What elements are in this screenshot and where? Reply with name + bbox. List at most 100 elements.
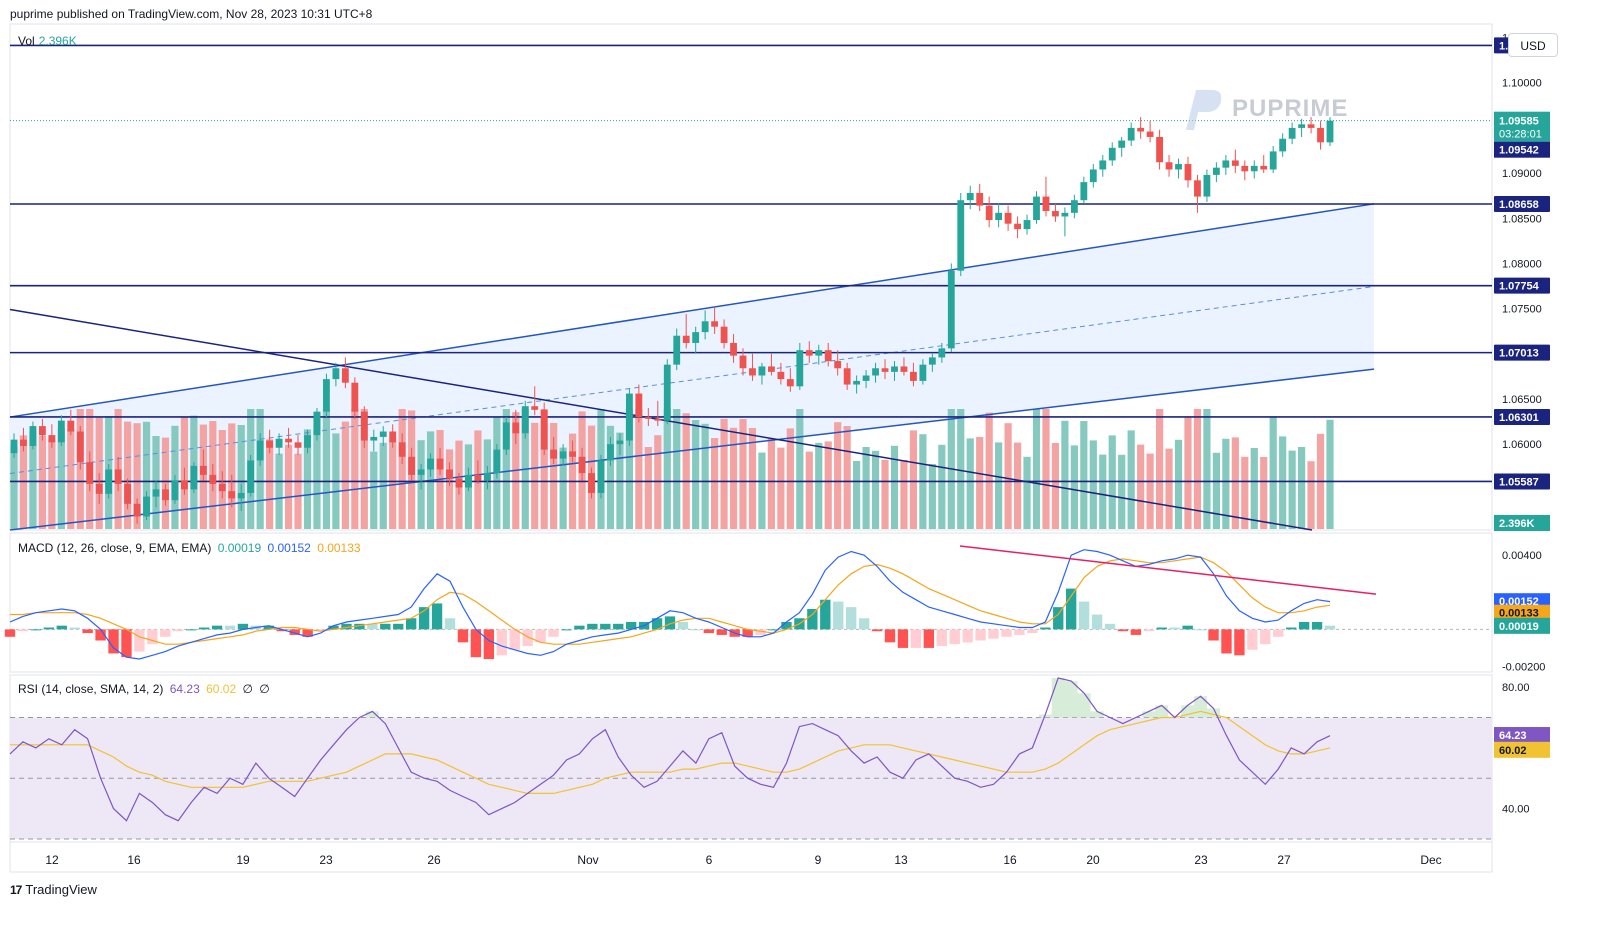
candle-body: [1137, 127, 1145, 132]
candle-body: [966, 192, 974, 201]
macd-histogram-bar: [522, 629, 533, 647]
candle-body: [635, 393, 643, 418]
candle-body: [1317, 127, 1324, 143]
macd-histogram-bar: [897, 629, 909, 648]
macd-signal-line: [10, 556, 1331, 645]
channel-midline: [9, 285, 1375, 475]
candle-body: [521, 406, 529, 434]
rsi-ma-line: [10, 710, 1331, 794]
time-axis-tick: Dec: [1420, 853, 1441, 867]
volume-bar: [692, 420, 700, 529]
candle-body: [805, 350, 813, 356]
macd-histogram-bar: [341, 623, 352, 630]
candle-body: [692, 332, 700, 343]
volume-bar: [796, 409, 804, 529]
candle-body: [654, 418, 662, 421]
candle-body: [143, 496, 150, 517]
volume-bar: [729, 427, 738, 529]
macd-histogram-bar: [871, 629, 883, 632]
candle-body: [559, 451, 567, 459]
macd-price-label-bg: [1494, 617, 1550, 634]
volume-bar: [1193, 409, 1202, 529]
candle-body: [323, 379, 330, 412]
volume-bar: [124, 421, 132, 529]
volume-bar: [1250, 448, 1258, 529]
macd-axis-tick: 0.00400: [1502, 550, 1542, 562]
macd-histogram-bar: [600, 623, 611, 630]
candle-body: [398, 442, 406, 457]
macd-legend-title: MACD (12, 26, close, 9, EMA, EMA): [18, 541, 212, 555]
time-axis-pane: [9, 841, 1493, 873]
candle-body: [1222, 160, 1230, 168]
currency-button[interactable]: USD: [1508, 33, 1558, 57]
volume-legend-title: Vol: [18, 34, 35, 48]
macd-histogram-bar: [237, 623, 249, 630]
candle-body: [1033, 196, 1040, 221]
volume-bar: [777, 447, 785, 529]
candle-body: [938, 348, 946, 358]
publish-info: puprime published on TradingView.com, No…: [10, 7, 373, 21]
rsi-price-label: 60.02: [1499, 745, 1527, 757]
macd-histogram-bar: [833, 601, 844, 630]
volume-bar: [1032, 409, 1041, 529]
volume-bar: [48, 439, 56, 529]
volume-bar: [313, 412, 321, 529]
macd-hist-value: 0.00019: [217, 541, 262, 555]
candle-body: [190, 465, 198, 490]
candle-body: [10, 439, 18, 454]
price-axis-tick: 1.06500: [1502, 394, 1542, 406]
candle-body: [834, 361, 842, 369]
rsi-axis-tick: 80.00: [1502, 682, 1530, 694]
macd-histogram-bar: [69, 627, 80, 630]
volume-bar: [341, 421, 349, 529]
macd-histogram-bar: [457, 629, 469, 643]
macd-line: [9, 549, 1331, 660]
volume-bar: [900, 460, 908, 529]
candle-body: [786, 379, 794, 387]
macd-histogram-bar: [1182, 625, 1193, 630]
macd-histogram-bar: [561, 629, 572, 631]
candle-body: [1080, 182, 1088, 201]
candle-body: [1241, 165, 1249, 172]
time-axis-tick: 23: [1194, 853, 1208, 867]
rsi-line: [9, 677, 1331, 822]
macd-histogram-bar: [380, 623, 391, 630]
candle-body: [900, 366, 908, 372]
candle-body: [218, 483, 226, 492]
candle-body: [616, 440, 624, 445]
volume-bar: [275, 453, 283, 529]
level-price-label: 1.06301: [1499, 412, 1539, 424]
macd-histogram-bar: [367, 623, 378, 630]
candle-body: [862, 375, 870, 381]
macd-histogram-bar: [1014, 629, 1025, 635]
rsi-ma-value: 60.02: [206, 682, 237, 696]
volume-bar: [1288, 450, 1296, 529]
macd-histogram-bar: [431, 603, 443, 630]
candle-body: [1004, 212, 1012, 224]
volume-bar: [1231, 437, 1239, 529]
volume-bar: [711, 438, 719, 529]
countdown-label: 03:28:01: [1499, 129, 1542, 141]
candle-body: [872, 368, 879, 376]
candle-body: [1165, 162, 1173, 170]
macd-histogram-bar: [1221, 629, 1232, 654]
macd-histogram-bar: [587, 623, 598, 630]
level-price-label-bg: [1494, 473, 1550, 490]
volume-bar: [1146, 453, 1154, 529]
macd-histogram-bar: [820, 599, 831, 630]
volume-bar: [758, 452, 766, 529]
macd-histogram-bar: [263, 625, 274, 630]
price-axis-tick: 1.10000: [1502, 78, 1542, 90]
candle-body: [379, 431, 387, 437]
rsi-axis-tick: 40.00: [1502, 804, 1530, 816]
level-price-label-bg: [1494, 277, 1550, 294]
rsi-empty-2: ∅: [259, 682, 270, 696]
level-price-label-bg: [1494, 408, 1550, 425]
candle-body: [95, 483, 103, 494]
volume-bar: [1137, 444, 1145, 529]
candle-body: [199, 465, 207, 475]
candle-body: [455, 478, 463, 488]
macd-axis-tick: -0.00200: [1502, 661, 1545, 673]
candle-body: [985, 205, 993, 221]
